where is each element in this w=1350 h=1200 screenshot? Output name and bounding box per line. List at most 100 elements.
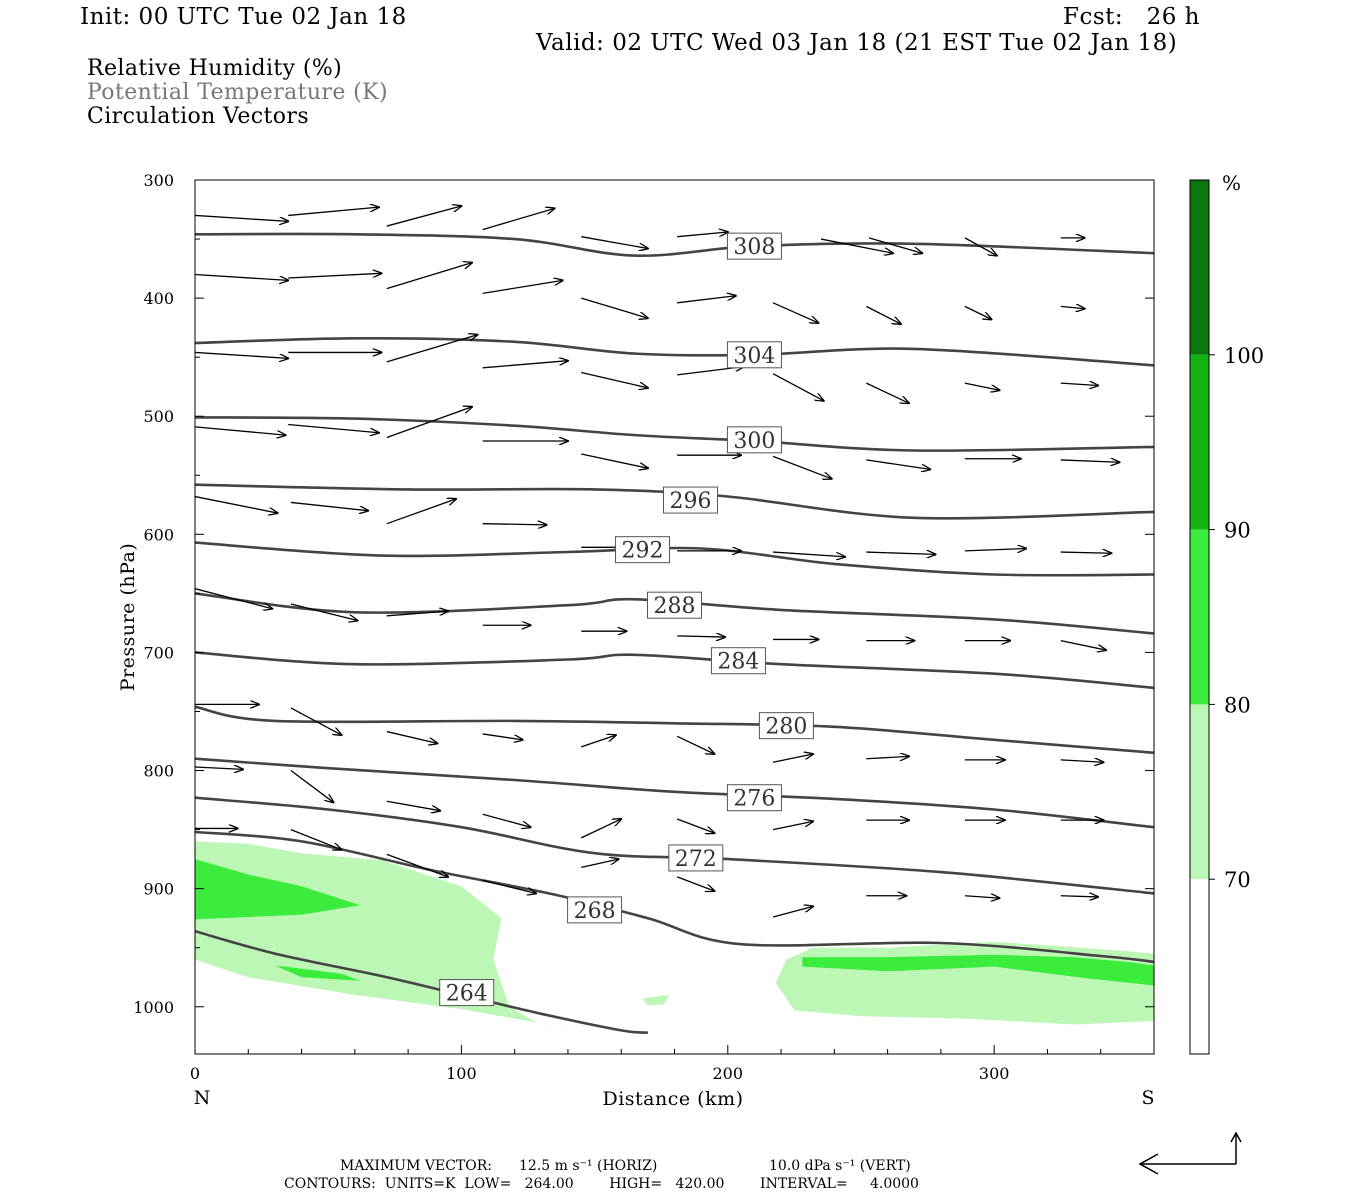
rh-region-70-80-0	[195, 841, 582, 1031]
circulation-vector	[772, 302, 818, 323]
circulation-vector	[581, 735, 616, 748]
circulation-vector	[772, 906, 813, 918]
circulation-vector	[288, 273, 381, 279]
circulation-vector	[195, 273, 288, 280]
south-end-label: S	[1141, 1087, 1154, 1109]
circulation-vector	[677, 636, 725, 637]
circulation-vector	[866, 756, 909, 758]
circulation-vector	[868, 237, 922, 253]
contour-label-box-288	[647, 591, 702, 619]
circulation-vector	[482, 280, 563, 295]
colorbar-unit: %	[1222, 171, 1241, 195]
circulation-vector	[195, 495, 278, 514]
circulation-vector	[772, 754, 813, 763]
y-tick-label-300: 300	[143, 171, 174, 190]
circulation-vector	[581, 453, 648, 468]
theta-contour-272	[195, 796, 1154, 895]
circulation-vector	[1060, 896, 1098, 897]
circulation-vector	[772, 455, 832, 478]
circulation-vector	[195, 767, 243, 769]
contour-label-box-268	[567, 896, 623, 924]
theta-contour-284	[195, 651, 1154, 690]
circulation-vector	[195, 426, 286, 435]
theta-contour-268	[195, 830, 1154, 964]
circulation-vector	[290, 828, 342, 850]
rh-region-70-80-2	[642, 994, 670, 1006]
circulation-vector	[288, 423, 379, 432]
colorbar-segment-3	[1190, 354, 1209, 530]
circulation-vector	[964, 896, 1000, 898]
theta-contour-304	[195, 336, 1154, 367]
contour-label-box-296	[662, 486, 718, 514]
contour-label-box-264	[439, 979, 495, 1007]
contour-label-box-280	[758, 712, 814, 740]
circulation-vector	[482, 524, 547, 525]
circulation-vector	[482, 733, 523, 740]
contour-label-box-308	[726, 232, 782, 260]
circulation-vector	[676, 818, 714, 833]
circulation-vector	[386, 499, 456, 525]
rh-region-80-90-2	[802, 954, 1154, 986]
colorbar-segment-0	[1190, 879, 1209, 1054]
y-tick-label-1000: 1000	[133, 998, 174, 1017]
circulation-vector	[195, 588, 272, 609]
contour-label-308: 308	[733, 235, 775, 260]
contour-label-box-304	[726, 341, 782, 369]
y-tick-label-500: 500	[143, 407, 174, 426]
theta-contour-layer	[195, 232, 1154, 1034]
contour-label-272: 272	[675, 847, 717, 872]
circulation-vector	[1060, 552, 1112, 553]
theta-contour-300	[195, 416, 1154, 452]
contour-label-288: 288	[654, 594, 696, 619]
circulation-vector	[677, 232, 728, 238]
circulation-vector	[1060, 760, 1104, 762]
circulation-vector	[1060, 639, 1106, 650]
circulation-vector	[482, 879, 536, 893]
circulation-vector	[1060, 460, 1120, 462]
circulation-vector	[581, 297, 648, 318]
x-tick-label-300: 300	[979, 1064, 1010, 1083]
legend-relative-humidity: Relative Humidity (%)	[87, 56, 343, 81]
circulation-vector	[386, 800, 440, 810]
circulation-vector	[386, 730, 438, 744]
contour-label-box-300	[726, 426, 782, 454]
circulation-vector	[290, 707, 342, 735]
x-tick-label-100: 100	[446, 1064, 477, 1083]
axes-layer: 300 400 500 600 700 800 900 1000 0 100 200 300	[133, 171, 1155, 1083]
rh-region-80-90-1	[274, 965, 361, 981]
circulation-vector	[866, 305, 901, 324]
x-axis-title: Distance (km)	[602, 1088, 743, 1110]
legend-potential-temperature: Potential Temperature (K)	[87, 80, 388, 105]
contour-label-284: 284	[717, 650, 759, 675]
circulation-vector	[288, 207, 379, 217]
max-vector-label: MAXIMUM VECTOR:	[340, 1158, 492, 1174]
circulation-vector	[964, 548, 1026, 550]
contour-label-276: 276	[733, 787, 775, 812]
colorbar-segment-1	[1190, 704, 1209, 880]
rh-region-70-80-1	[775, 941, 1154, 1025]
circulation-vector	[677, 296, 736, 304]
circulation-vector	[964, 382, 1000, 390]
y-tick-label-600: 600	[143, 525, 174, 544]
circulation-vector	[386, 407, 472, 439]
contour-label-268: 268	[574, 899, 616, 924]
y-tick-label-700: 700	[143, 643, 174, 662]
circulation-vector	[386, 206, 462, 227]
y-tick-label-800: 800	[143, 762, 174, 781]
y-axis-title: Pressure (hPa)	[117, 543, 139, 692]
theta-contour-280	[195, 705, 1154, 755]
contour-label-296: 296	[669, 489, 711, 514]
colorbar-segment-2	[1190, 529, 1209, 705]
contour-label-box-272	[668, 844, 724, 872]
circulation-vector	[482, 208, 555, 231]
contour-label-264: 264	[446, 982, 488, 1007]
contour-label-304: 304	[733, 344, 775, 369]
circulation-vector	[820, 238, 893, 253]
x-tick-label-200: 200	[713, 1064, 744, 1083]
circulation-vector	[386, 611, 448, 617]
theta-contour-276	[195, 757, 1154, 829]
circulation-vector	[580, 819, 621, 839]
circulation-vector	[386, 853, 448, 876]
vector-layer	[195, 206, 1120, 918]
